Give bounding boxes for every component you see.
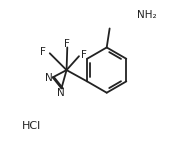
Text: F: F bbox=[40, 47, 46, 57]
Text: F: F bbox=[64, 39, 70, 49]
Text: F: F bbox=[81, 50, 87, 60]
Text: HCl: HCl bbox=[22, 121, 41, 131]
Text: NH₂: NH₂ bbox=[137, 10, 157, 20]
Text: N: N bbox=[45, 73, 53, 83]
Text: N: N bbox=[57, 88, 65, 98]
